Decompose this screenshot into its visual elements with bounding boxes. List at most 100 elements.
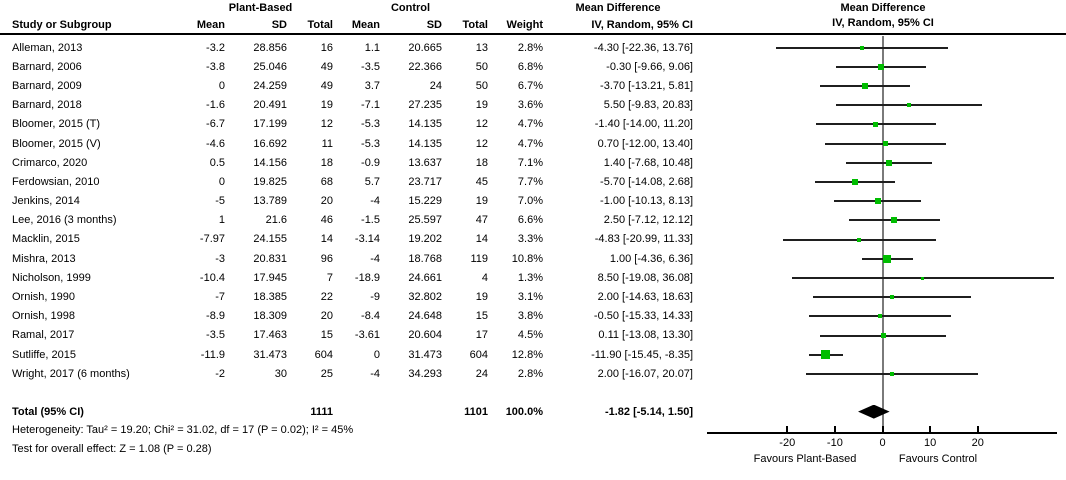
forest-plot-area: -20 -10 0 10 20 Favours Plant-Based Favours Co… bbox=[707, 0, 1059, 480]
weight-col-header: Weight bbox=[506, 19, 543, 31]
plant-sd-cell: 19.825 bbox=[253, 175, 287, 188]
total2-col-header: Total bbox=[462, 19, 488, 31]
heterogeneity-text: Heterogeneity: Tau² = 19.20; Chi² = 31.0… bbox=[12, 424, 354, 436]
axis-tick-label: 20 bbox=[971, 437, 984, 449]
weight-cell: 4.7% bbox=[517, 137, 543, 150]
md-ci-cell: -0.50 [-15.33, 14.33] bbox=[593, 310, 693, 323]
plant-sd-cell: 16.692 bbox=[253, 137, 287, 150]
md-ci-cell: 2.50 [-7.12, 12.12] bbox=[603, 214, 693, 227]
control-mean-cell: -4 bbox=[370, 367, 380, 380]
axis-tick-label: -20 bbox=[779, 437, 796, 449]
plant-mean-cell: -7.97 bbox=[199, 233, 225, 246]
sd1-col-header: SD bbox=[271, 19, 287, 31]
zero-effect-line bbox=[881, 36, 884, 433]
control-total-cell: 15 bbox=[475, 310, 488, 323]
md-ci-cell: -5.70 [-14.08, 2.68] bbox=[600, 175, 693, 188]
effect-marker bbox=[857, 237, 862, 242]
plant-mean-cell: -3.8 bbox=[206, 60, 225, 73]
md-ci-cell: -11.90 [-15.45, -8.35] bbox=[591, 348, 693, 361]
weight-cell: 3.6% bbox=[517, 99, 543, 112]
effect-marker bbox=[860, 45, 865, 50]
total-weight: 100.0% bbox=[505, 405, 543, 418]
plant-sd-cell: 17.945 bbox=[253, 271, 287, 284]
header-divider-line bbox=[0, 33, 1066, 35]
control-sd-cell: 14.135 bbox=[408, 137, 442, 150]
table-row: Jenkins, 2014 -5 13.789 20 -4 15.229 19 7.0% -1.… bbox=[0, 192, 693, 211]
table-row: Wright, 2017 (6 months) -2 30 25 -4 34.293 24 2… bbox=[0, 364, 693, 383]
plant-sd-cell: 28.856 bbox=[253, 41, 287, 54]
weight-cell: 7.7% bbox=[517, 175, 543, 188]
plant-sd-cell: 24.155 bbox=[253, 233, 287, 246]
plant-mean-cell: 0.5 bbox=[209, 156, 225, 169]
control-mean-cell: 5.7 bbox=[364, 175, 380, 188]
plot-header-line1: Mean Difference bbox=[840, 2, 926, 14]
axis-tick bbox=[786, 426, 789, 432]
control-sd-cell: 32.802 bbox=[408, 291, 442, 304]
study-name-cell: Lee, 2016 (3 months) bbox=[12, 214, 117, 227]
sd2-col-header: SD bbox=[426, 19, 442, 31]
control-sd-cell: 24 bbox=[429, 79, 442, 92]
weight-cell: 6.6% bbox=[517, 214, 543, 227]
plant-total-cell: 96 bbox=[320, 252, 333, 265]
table-row: Alleman, 2013 -3.2 28.856 16 1.1 20.665 13 2.8%… bbox=[0, 38, 693, 57]
study-name-cell: Sutliffe, 2015 bbox=[12, 348, 77, 361]
table-row: Ornish, 1990 -7 18.385 22 -9 32.802 19 3.1% 2.00… bbox=[0, 287, 693, 306]
control-total-cell: 4 bbox=[481, 271, 488, 284]
plant-sd-cell: 18.385 bbox=[253, 291, 287, 304]
weight-cell: 7.1% bbox=[517, 156, 543, 169]
group1-header: Plant-Based bbox=[228, 2, 293, 14]
study-name-cell: Nicholson, 1999 bbox=[12, 271, 91, 284]
table-row: Macklin, 2015 -7.97 24.155 14 -3.14 19.202 14 3… bbox=[0, 230, 693, 249]
plant-sd-cell: 14.156 bbox=[253, 156, 287, 169]
control-mean-cell: -7.1 bbox=[361, 99, 380, 112]
plant-sd-cell: 20.491 bbox=[253, 99, 287, 112]
md-ci-cell: 8.50 [-19.08, 36.08] bbox=[597, 271, 693, 284]
md-ci-cell: -3.70 [-13.21, 5.81] bbox=[600, 79, 693, 92]
control-mean-cell: -8.4 bbox=[361, 310, 380, 323]
favours-right-label: Favours Control bbox=[898, 453, 978, 465]
table-row: Bloomer, 2015 (T) -6.7 17.199 12 -5.3 14.135 1… bbox=[0, 115, 693, 134]
weight-cell: 1.3% bbox=[517, 271, 543, 284]
md-ci-cell: -1.00 [-10.13, 8.13] bbox=[600, 195, 693, 208]
study-name-cell: Ornish, 1998 bbox=[12, 310, 75, 323]
plot-header-line2: IV, Random, 95% CI bbox=[832, 17, 934, 29]
control-mean-cell: -3.14 bbox=[354, 233, 380, 246]
control-sd-cell: 18.768 bbox=[408, 252, 442, 265]
effect-marker bbox=[878, 63, 885, 70]
plant-total-cell: 68 bbox=[320, 175, 333, 188]
effect-marker bbox=[891, 217, 898, 224]
axis-line bbox=[707, 432, 1057, 434]
plant-total-cell: 49 bbox=[320, 60, 333, 73]
control-total-cell: 50 bbox=[475, 79, 488, 92]
plant-total-cell: 15 bbox=[320, 329, 333, 342]
effect-marker bbox=[861, 83, 868, 89]
control-sd-cell: 31.473 bbox=[408, 348, 442, 361]
axis-tick-label: 10 bbox=[924, 437, 937, 449]
md-ci-cell: -4.30 [-22.36, 13.76] bbox=[593, 41, 693, 54]
md-column-header-line1: Mean Difference bbox=[575, 2, 661, 14]
group2-header: Control bbox=[390, 2, 431, 14]
control-mean-cell: 1.1 bbox=[364, 41, 380, 54]
plant-total-cell: 22 bbox=[320, 291, 333, 304]
control-mean-cell: -4 bbox=[370, 252, 380, 265]
study-name-cell: Jenkins, 2014 bbox=[12, 195, 80, 208]
effect-marker bbox=[886, 159, 893, 166]
plant-sd-cell: 18.309 bbox=[253, 310, 287, 323]
total-row: Total (95% CI) 1111 1101 100.0% -1.82 [-… bbox=[0, 402, 693, 421]
plant-sd-cell: 13.789 bbox=[253, 195, 287, 208]
table-row: Barnard, 2006 -3.8 25.046 49 -3.5 22.366 50 6.8… bbox=[0, 57, 693, 76]
table-row: Barnard, 2018 -1.6 20.491 19 -7.1 27.235 19 3.6… bbox=[0, 96, 693, 115]
control-sd-cell: 22.366 bbox=[408, 60, 442, 73]
table-row: Ornish, 1998 -8.9 18.309 20 -8.4 24.648 15 3.8%… bbox=[0, 307, 693, 326]
plant-mean-cell: -4.6 bbox=[206, 137, 225, 150]
control-sd-cell: 25.597 bbox=[408, 214, 442, 227]
table-row: Bloomer, 2015 (V) -4.6 16.692 11 -5.3 14.135 1… bbox=[0, 134, 693, 153]
plant-total-cell: 20 bbox=[320, 310, 333, 323]
plant-total-cell: 46 bbox=[320, 214, 333, 227]
table-row: Barnard, 2009 0 24.259 49 3.7 24 50 6.7% -3.70 [… bbox=[0, 76, 693, 95]
weight-cell: 2.8% bbox=[517, 41, 543, 54]
control-total-cell: 17 bbox=[475, 329, 488, 342]
control-total-cell: 18 bbox=[475, 156, 488, 169]
plant-total-cell: 14 bbox=[320, 233, 333, 246]
total-label: Total (95% CI) bbox=[12, 405, 84, 418]
